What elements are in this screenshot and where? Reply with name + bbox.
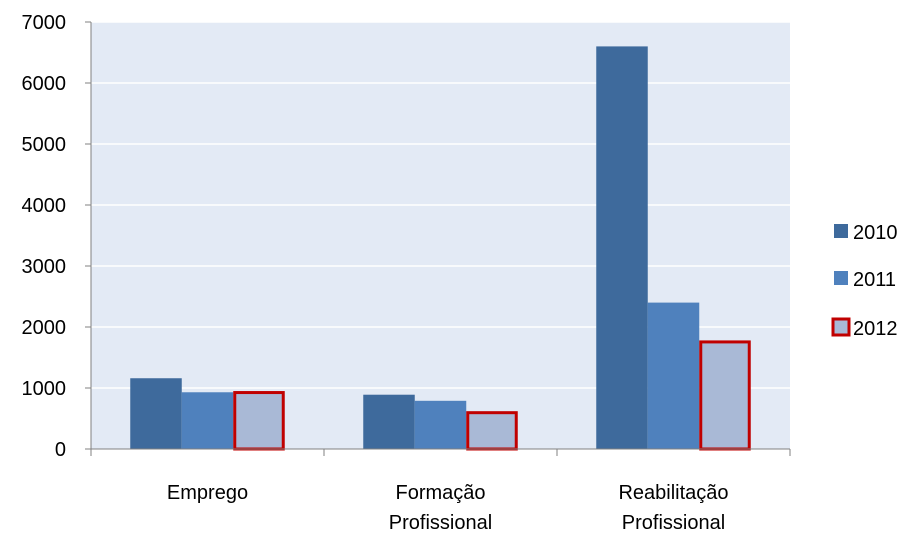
y-tick-label: 0 <box>55 439 66 461</box>
y-tick-label: 1000 <box>22 378 67 400</box>
y-tick-label: 6000 <box>22 73 67 95</box>
legend-label: 2012 <box>853 318 898 340</box>
bar-2010-2 <box>596 46 648 450</box>
legend-swatch-2010 <box>834 224 848 238</box>
legend-swatch-2012 <box>831 317 851 337</box>
legend-swatch-2011 <box>834 271 848 285</box>
bar-2011-2 <box>647 302 700 449</box>
y-tick-label: 7000 <box>22 12 67 34</box>
bar-2012-2 <box>699 340 751 451</box>
y-tick-label: 4000 <box>22 195 67 217</box>
y-tick-label: 5000 <box>22 134 67 156</box>
category-label: Profissional <box>622 512 725 533</box>
bar-2010-1 <box>363 394 415 449</box>
legend-label: 2011 <box>853 269 896 291</box>
category-label: Profissional <box>389 512 492 533</box>
category-label: Formação <box>395 482 485 504</box>
bar-2012-1 <box>466 411 518 451</box>
y-tick-label: 3000 <box>22 256 67 278</box>
category-label: Reabilitação <box>618 482 728 504</box>
bar-2010-0 <box>130 378 182 449</box>
category-label: Emprego <box>167 482 248 504</box>
y-tick-label: 2000 <box>22 317 67 339</box>
bar-2011-0 <box>181 392 234 449</box>
bar-2011-1 <box>414 400 467 449</box>
bar-2012-0 <box>233 391 285 451</box>
legend-label: 2010 <box>853 222 898 244</box>
